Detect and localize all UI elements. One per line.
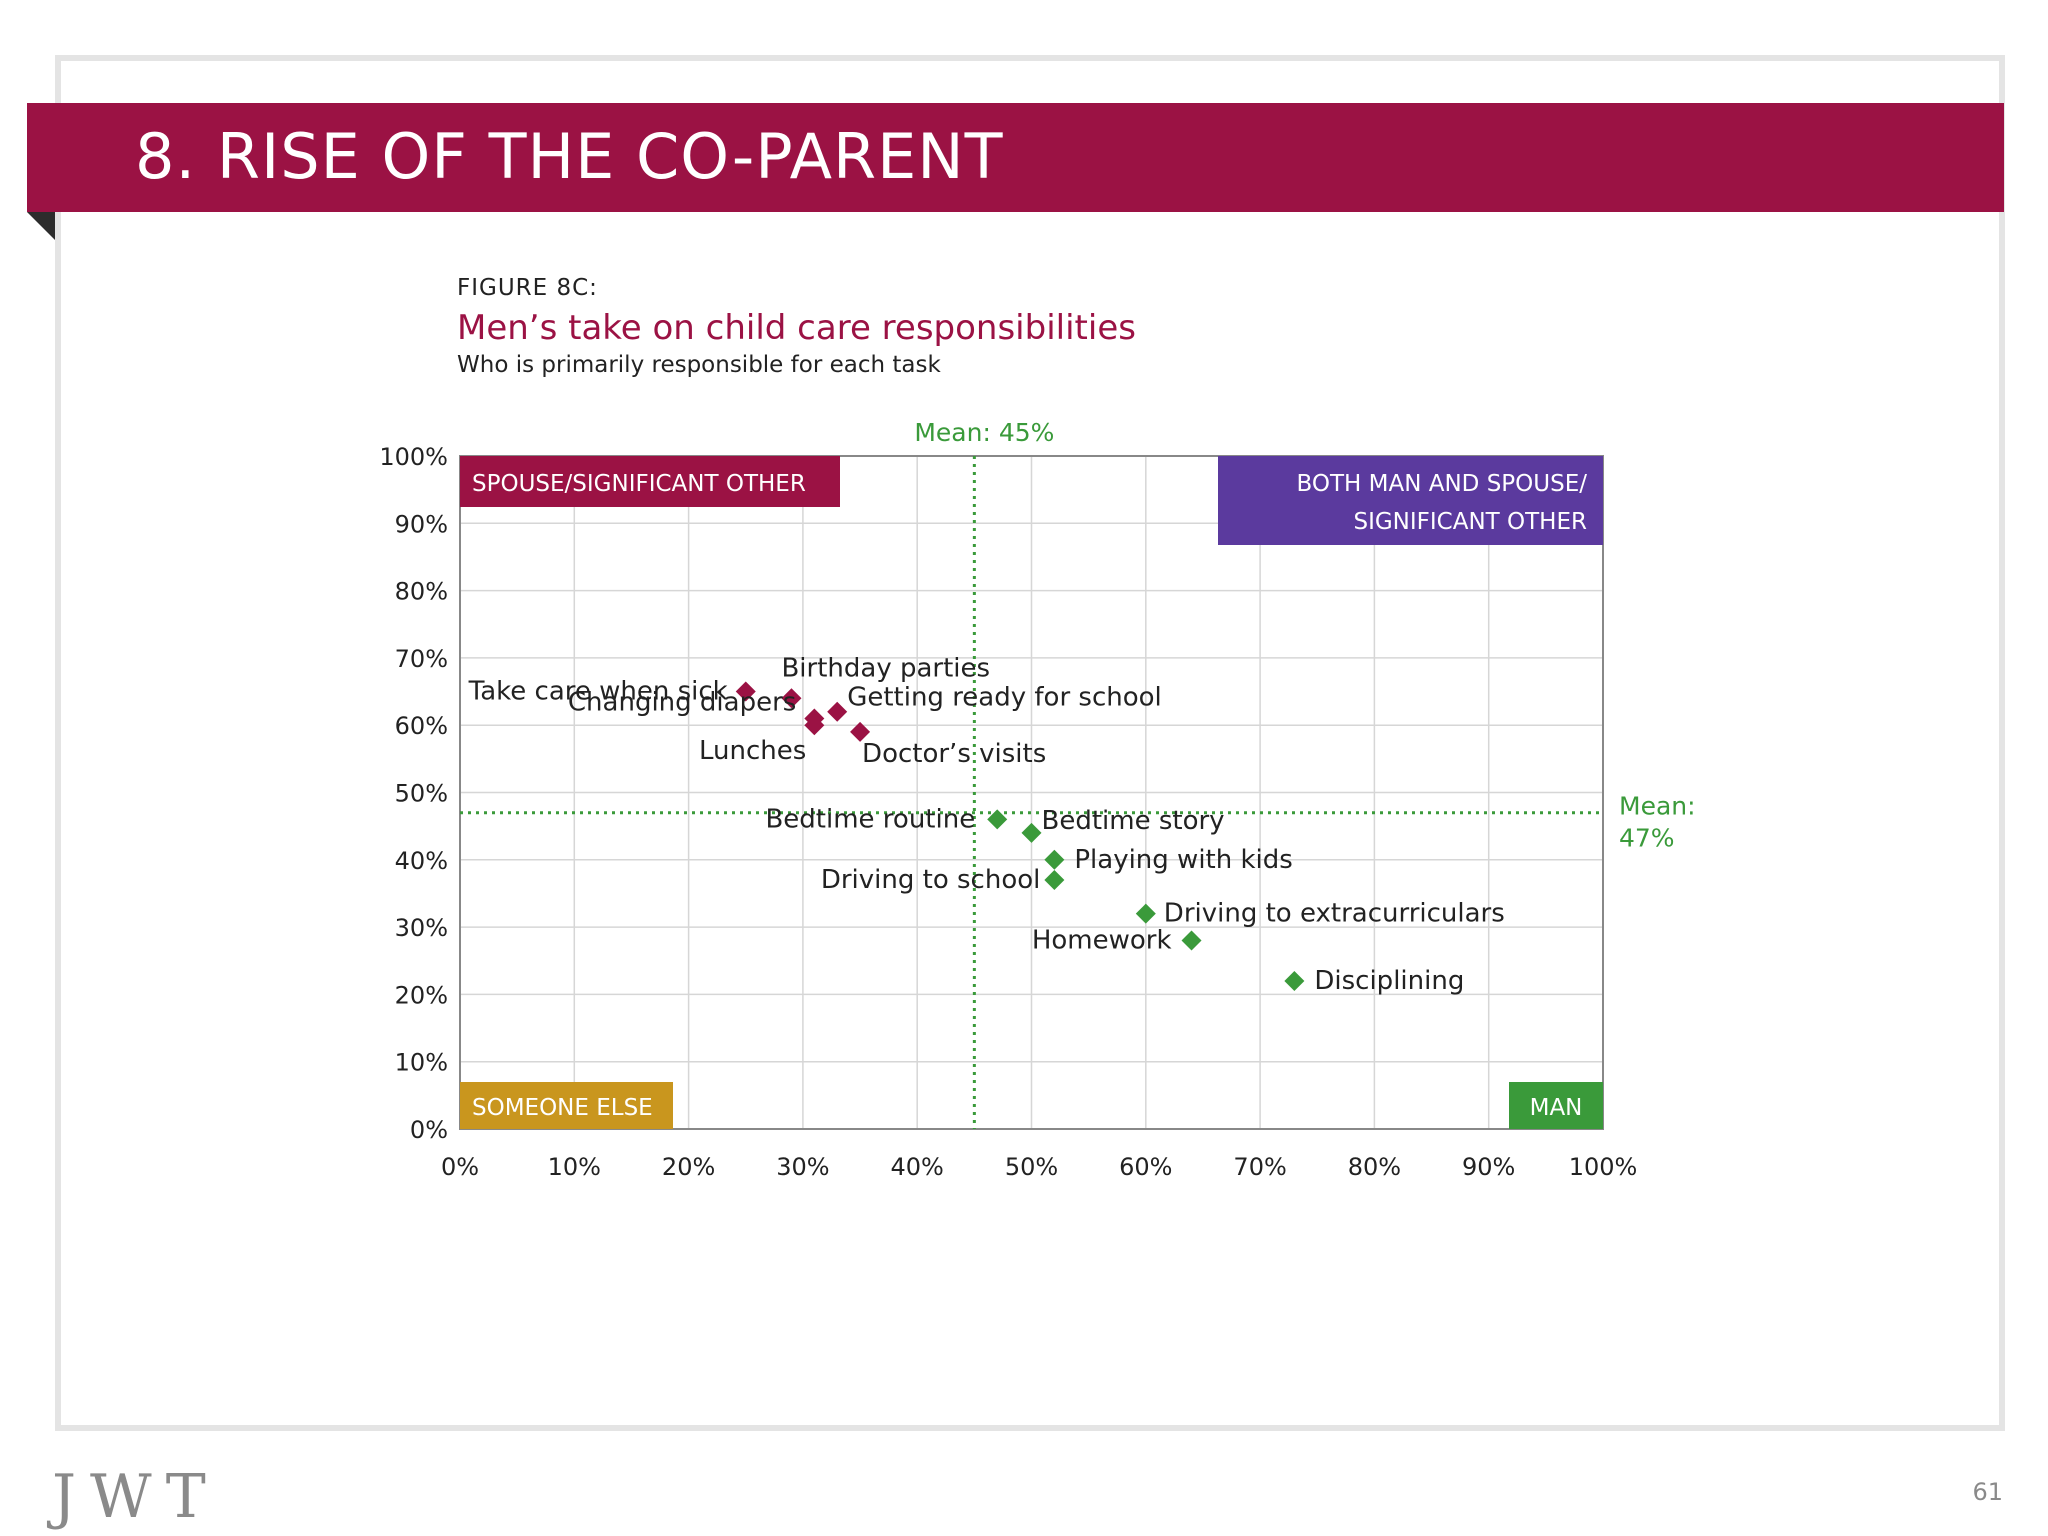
y-tick-label: 20% bbox=[395, 981, 448, 1009]
data-point-label: Bedtime routine bbox=[765, 804, 975, 834]
data-point-label: Lunches bbox=[699, 736, 806, 766]
x-tick-label: 50% bbox=[1005, 1153, 1058, 1181]
data-point-label: Driving to school bbox=[821, 865, 1041, 895]
data-point-label: Playing with kids bbox=[1074, 845, 1292, 875]
mean-y-label-line1: Mean: bbox=[1619, 792, 1696, 821]
plot-border bbox=[459, 455, 1604, 1130]
data-point-marker bbox=[850, 721, 871, 742]
quadrant-someone-else-label: SOMEONE ELSE bbox=[472, 1095, 653, 1121]
data-point-label: Homework bbox=[1032, 926, 1172, 956]
title-banner bbox=[27, 103, 2004, 212]
data-point-label: Changing diapers bbox=[568, 687, 796, 717]
data-point-marker bbox=[1044, 849, 1065, 870]
x-tick-label: 70% bbox=[1233, 1153, 1286, 1181]
x-tick-label: 0% bbox=[441, 1153, 479, 1181]
y-tick-label: 100% bbox=[379, 443, 448, 471]
x-tick-label: 20% bbox=[662, 1153, 715, 1181]
data-point-label: Take care when sick bbox=[468, 677, 728, 707]
data-point-label: Disciplining bbox=[1314, 966, 1464, 996]
data-point-marker bbox=[1021, 822, 1042, 843]
figure-label: FIGURE 8C: bbox=[457, 275, 598, 301]
data-point-label: Birthday parties bbox=[781, 653, 990, 683]
data-point-label: Getting ready for school bbox=[847, 683, 1162, 713]
x-tick-label: 100% bbox=[1569, 1153, 1638, 1181]
x-tick-label: 10% bbox=[548, 1153, 601, 1181]
y-tick-label: 10% bbox=[395, 1049, 448, 1077]
quadrant-man-box bbox=[1509, 1082, 1603, 1129]
quadrant-both-label-line2: SIGNIFICANT OTHER bbox=[1353, 509, 1587, 535]
x-tick-label: 90% bbox=[1462, 1153, 1515, 1181]
x-tick-label: 30% bbox=[776, 1153, 829, 1181]
data-point-marker bbox=[781, 688, 802, 709]
slide-title: 8. RISE OF THE CO-PARENT bbox=[135, 120, 1004, 193]
mean-x-label: Mean: 45% bbox=[914, 418, 1054, 447]
quadrant-both-box bbox=[1218, 456, 1603, 545]
data-point-marker bbox=[735, 681, 756, 702]
banner-fold bbox=[27, 212, 55, 240]
y-tick-label: 60% bbox=[395, 712, 448, 740]
y-tick-label: 40% bbox=[395, 847, 448, 875]
y-tick-label: 70% bbox=[395, 645, 448, 673]
data-point-label: Bedtime story bbox=[1042, 806, 1225, 836]
data-point-marker bbox=[987, 809, 1008, 830]
x-tick-label: 40% bbox=[891, 1153, 944, 1181]
figure-title: Men’s take on child care responsibilitie… bbox=[457, 308, 1136, 348]
y-tick-label: 30% bbox=[395, 914, 448, 942]
quadrant-someone-else-box bbox=[460, 1082, 673, 1129]
quadrant-spouse-label: SPOUSE/SIGNIFICANT OTHER bbox=[472, 471, 806, 497]
quadrant-man-label: MAN bbox=[1530, 1095, 1583, 1121]
figure-subtitle: Who is primarily responsible for each ta… bbox=[457, 352, 941, 378]
data-point-marker bbox=[804, 715, 825, 736]
x-tick-label: 80% bbox=[1348, 1153, 1401, 1181]
y-tick-label: 50% bbox=[395, 780, 448, 808]
data-point-marker bbox=[1044, 869, 1065, 890]
y-tick-label: 0% bbox=[410, 1116, 448, 1144]
mean-y-label-line2: 47% bbox=[1619, 824, 1675, 853]
data-point-marker bbox=[827, 701, 848, 722]
quadrant-both-label-line1: BOTH MAN AND SPOUSE/ bbox=[1297, 471, 1588, 497]
page-number: 61 bbox=[1972, 1478, 2003, 1506]
data-point-marker bbox=[1181, 930, 1202, 951]
quadrant-spouse-box bbox=[460, 456, 840, 507]
data-point-marker bbox=[1135, 903, 1156, 924]
data-point-marker bbox=[1284, 970, 1305, 991]
x-tick-label: 60% bbox=[1119, 1153, 1172, 1181]
y-tick-label: 90% bbox=[395, 510, 448, 538]
y-tick-label: 80% bbox=[395, 578, 448, 606]
data-point-label: Doctor’s visits bbox=[862, 739, 1046, 769]
jwt-logo: JWT bbox=[52, 1462, 220, 1532]
data-point-label: Driving to extracurriculars bbox=[1164, 899, 1505, 929]
